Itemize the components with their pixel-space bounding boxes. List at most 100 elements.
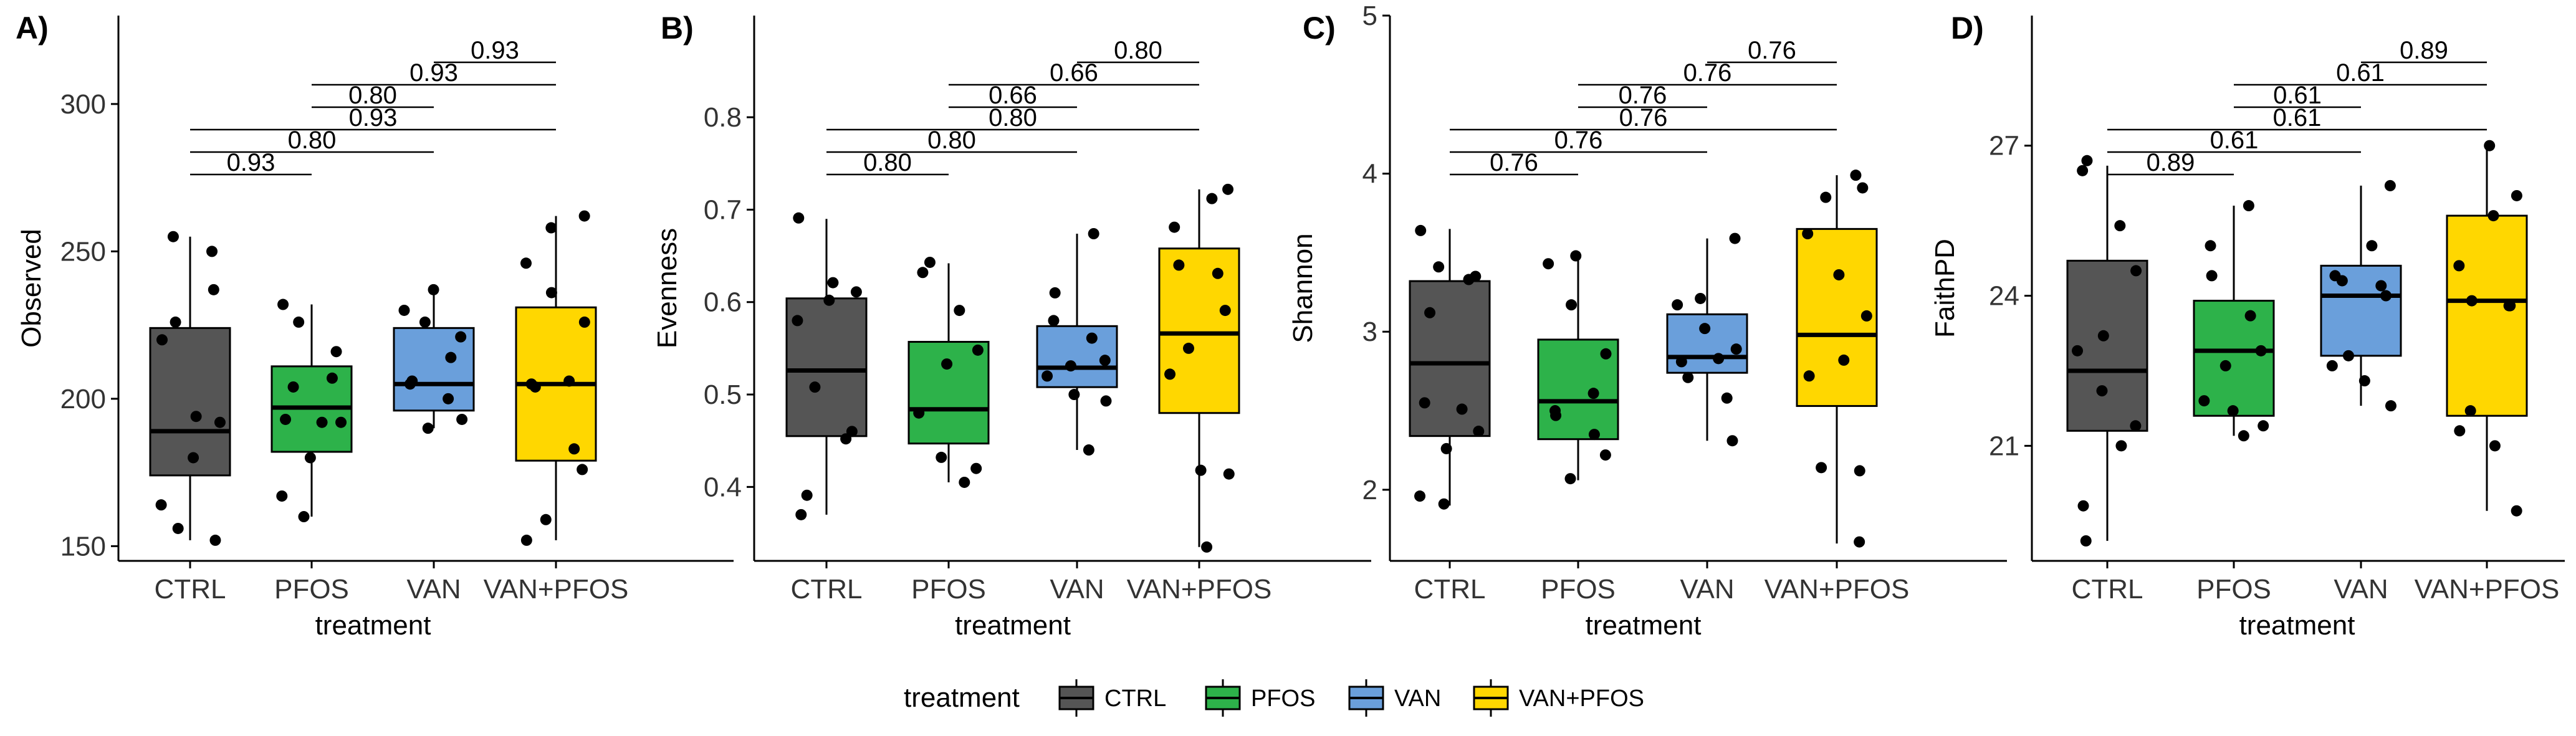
legend-item-van-pfos: VAN+PFOS [1473,679,1644,717]
p-value-label: 0.80 [989,104,1037,131]
box-ctrl [1409,229,1491,506]
data-point [913,407,925,419]
data-point [2244,310,2256,322]
data-point [1682,371,1694,383]
data-point [167,231,179,242]
data-point [404,378,416,390]
comparison-bracket: 0.76 [1450,127,1707,154]
comparison-bracket: 0.89 [2361,37,2487,64]
p-value-label: 0.80 [927,127,976,154]
data-point [1672,299,1683,311]
data-point [846,426,858,437]
data-point [1183,342,1195,354]
data-point [428,284,439,295]
p-value-label: 0.89 [2400,37,2448,64]
data-point [924,256,936,268]
data-point [1083,444,1094,456]
comparison-bracket: 0.61 [2234,82,2361,109]
y-tick-label: 5 [1362,1,1377,31]
box-iqr [2446,214,2528,417]
comparison-bracket: 0.61 [2234,59,2487,87]
x-tick-label: VAN+PFOS [1127,574,1272,605]
data-point [2366,240,2378,252]
data-point [1833,269,1845,280]
data-point [941,358,953,370]
data-point [1699,323,1711,335]
data-point [1164,368,1176,380]
data-point [443,393,454,404]
data-point [568,443,580,455]
data-point [2487,210,2499,222]
y-tick-label: 27 [1989,131,2019,161]
data-point [1100,395,1112,407]
data-point [1438,498,1450,510]
data-point [2258,420,2269,432]
comparison-bracket: 0.61 [2107,104,2487,131]
data-point [1588,429,1600,441]
data-point [456,413,468,425]
data-point [795,509,807,520]
data-point [2130,420,2142,432]
data-point [545,287,557,299]
data-point [1414,490,1426,502]
p-value-label: 0.76 [1490,149,1538,176]
data-point [2336,275,2348,287]
comparison-bracket: 0.93 [190,104,556,131]
data-point [316,416,328,428]
y-tick-label: 0.5 [704,380,742,410]
box-pfos [907,263,990,482]
data-point [827,277,839,289]
y-tick-label: 250 [60,236,106,267]
x-tick-label: CTRL [155,574,226,605]
data-point [2097,330,2109,342]
legend-label: PFOS [1251,686,1315,712]
data-point [206,246,218,257]
data-point [304,452,316,464]
x-tick-label: PFOS [911,574,986,605]
data-point [2243,200,2254,212]
data-point [280,413,292,425]
data-point [170,316,181,328]
comparison-bracket: 0.93 [434,37,556,64]
data-point [1099,355,1111,366]
data-point [1088,228,1099,239]
data-point [2385,400,2396,412]
data-point [1173,259,1185,271]
box-iqr [2066,259,2148,432]
data-point [214,416,226,428]
data-point [1543,258,1554,270]
box-iqr [907,341,990,445]
data-point [2081,155,2093,166]
x-tick-label: PFOS [274,574,349,605]
y-tick-label: 4 [1362,159,1377,189]
p-value-label: 0.61 [2336,59,2385,87]
p-value-label: 0.93 [349,104,398,131]
data-point [298,511,310,523]
data-point [1850,170,1862,181]
data-point [190,411,202,423]
data-point [156,334,168,346]
data-point [1600,348,1612,360]
data-point [1564,473,1576,485]
comparison-bracket: 0.80 [312,82,434,109]
legend-item-ctrl: CTRL [1058,679,1166,717]
x-tick-label: CTRL [2072,574,2143,605]
comparison-bracket: 0.80 [190,127,434,154]
p-value-label: 0.93 [227,149,275,176]
x-axis-title: treatment [315,610,431,641]
x-tick-label: CTRL [1414,574,1486,605]
data-point [529,381,541,393]
data-point [208,284,219,295]
data-point [1049,287,1061,299]
y-axis-title: Shannon [1288,233,1318,343]
x-tick-label: VAN [406,574,461,605]
data-point [1086,332,1098,344]
data-point [792,315,803,327]
data-point [520,534,532,546]
p-value-label: 0.76 [1554,127,1603,154]
p-value-label: 0.76 [1748,37,1796,64]
y-tick-label: 200 [60,384,106,414]
data-point [2130,265,2142,277]
data-point [2384,179,2396,191]
p-value-label: 0.66 [1050,59,1098,87]
